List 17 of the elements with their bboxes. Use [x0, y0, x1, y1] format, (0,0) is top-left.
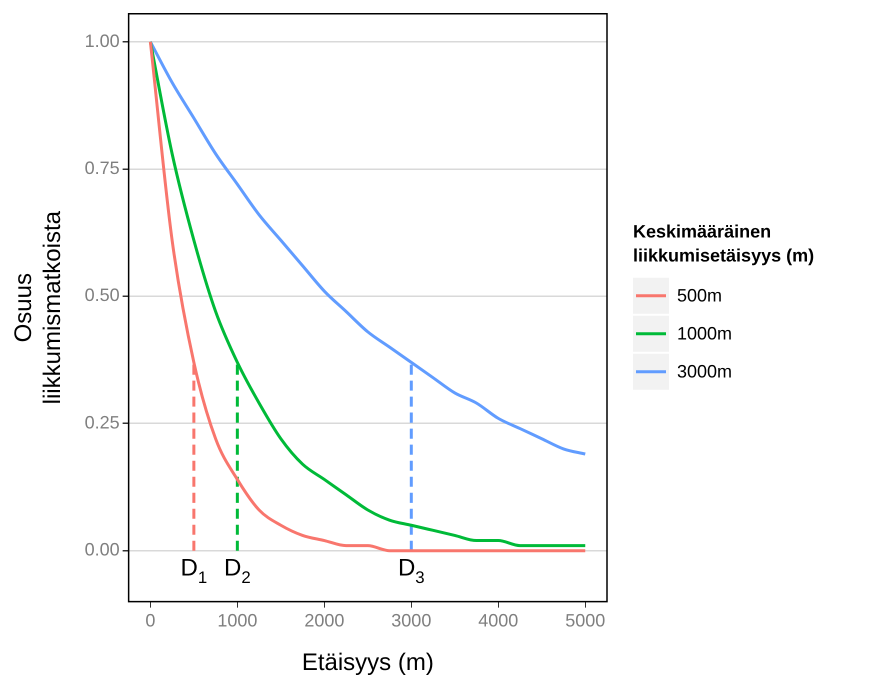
x-tick-label: 3000: [391, 610, 432, 630]
legend-title: Keskimääräinen liikkumisetäisyys (m): [633, 222, 814, 266]
y-tick-label: 1.00: [84, 30, 120, 51]
y-tick-label: 0.50: [84, 285, 120, 306]
x-tick-label: 2000: [304, 610, 344, 630]
legend-label: 1000m: [677, 324, 732, 344]
x-tick-label: 0: [145, 610, 156, 630]
x-axis-title: Etäisyys (m): [302, 649, 434, 676]
x-tick-label: 5000: [565, 610, 606, 630]
x-tick-label: 4000: [478, 610, 518, 630]
legend-label: 500m: [677, 286, 722, 306]
y-axis-title: Osuus liikkumismatkoista: [10, 210, 66, 404]
legend-label: 3000m: [677, 362, 732, 382]
y-tick-label: 0.00: [84, 540, 120, 560]
y-tick-label: 0.25: [84, 412, 120, 432]
x-tick-label: 1000: [217, 610, 258, 630]
y-tick-label: 0.75: [84, 158, 120, 178]
